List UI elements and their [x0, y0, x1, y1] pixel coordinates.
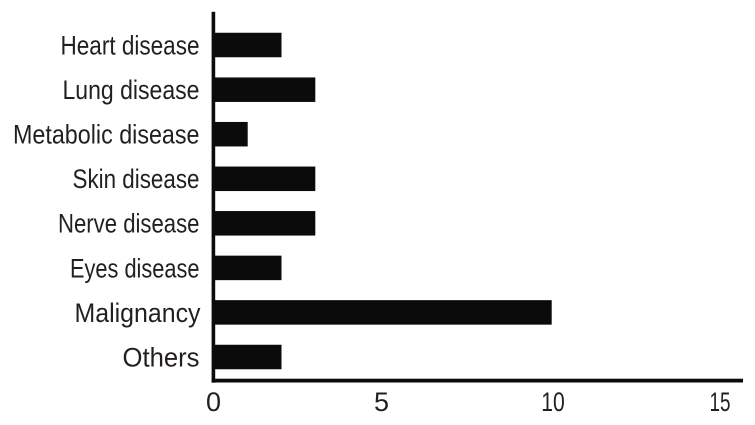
- svg-text:0: 0: [206, 387, 221, 417]
- svg-text:Malignancy: Malignancy: [75, 298, 201, 328]
- svg-text:Heart disease: Heart disease: [61, 30, 200, 60]
- svg-text:10: 10: [541, 387, 565, 417]
- svg-text:Metabolic disease: Metabolic disease: [13, 120, 200, 150]
- svg-text:Eyes disease: Eyes disease: [70, 253, 200, 283]
- svg-text:Skin disease: Skin disease: [73, 164, 200, 194]
- svg-text:Nerve disease: Nerve disease: [58, 209, 200, 239]
- svg-text:15: 15: [710, 387, 731, 417]
- svg-text:5: 5: [374, 387, 389, 417]
- svg-text:Others: Others: [123, 342, 200, 372]
- svg-text:Lung disease: Lung disease: [63, 75, 200, 105]
